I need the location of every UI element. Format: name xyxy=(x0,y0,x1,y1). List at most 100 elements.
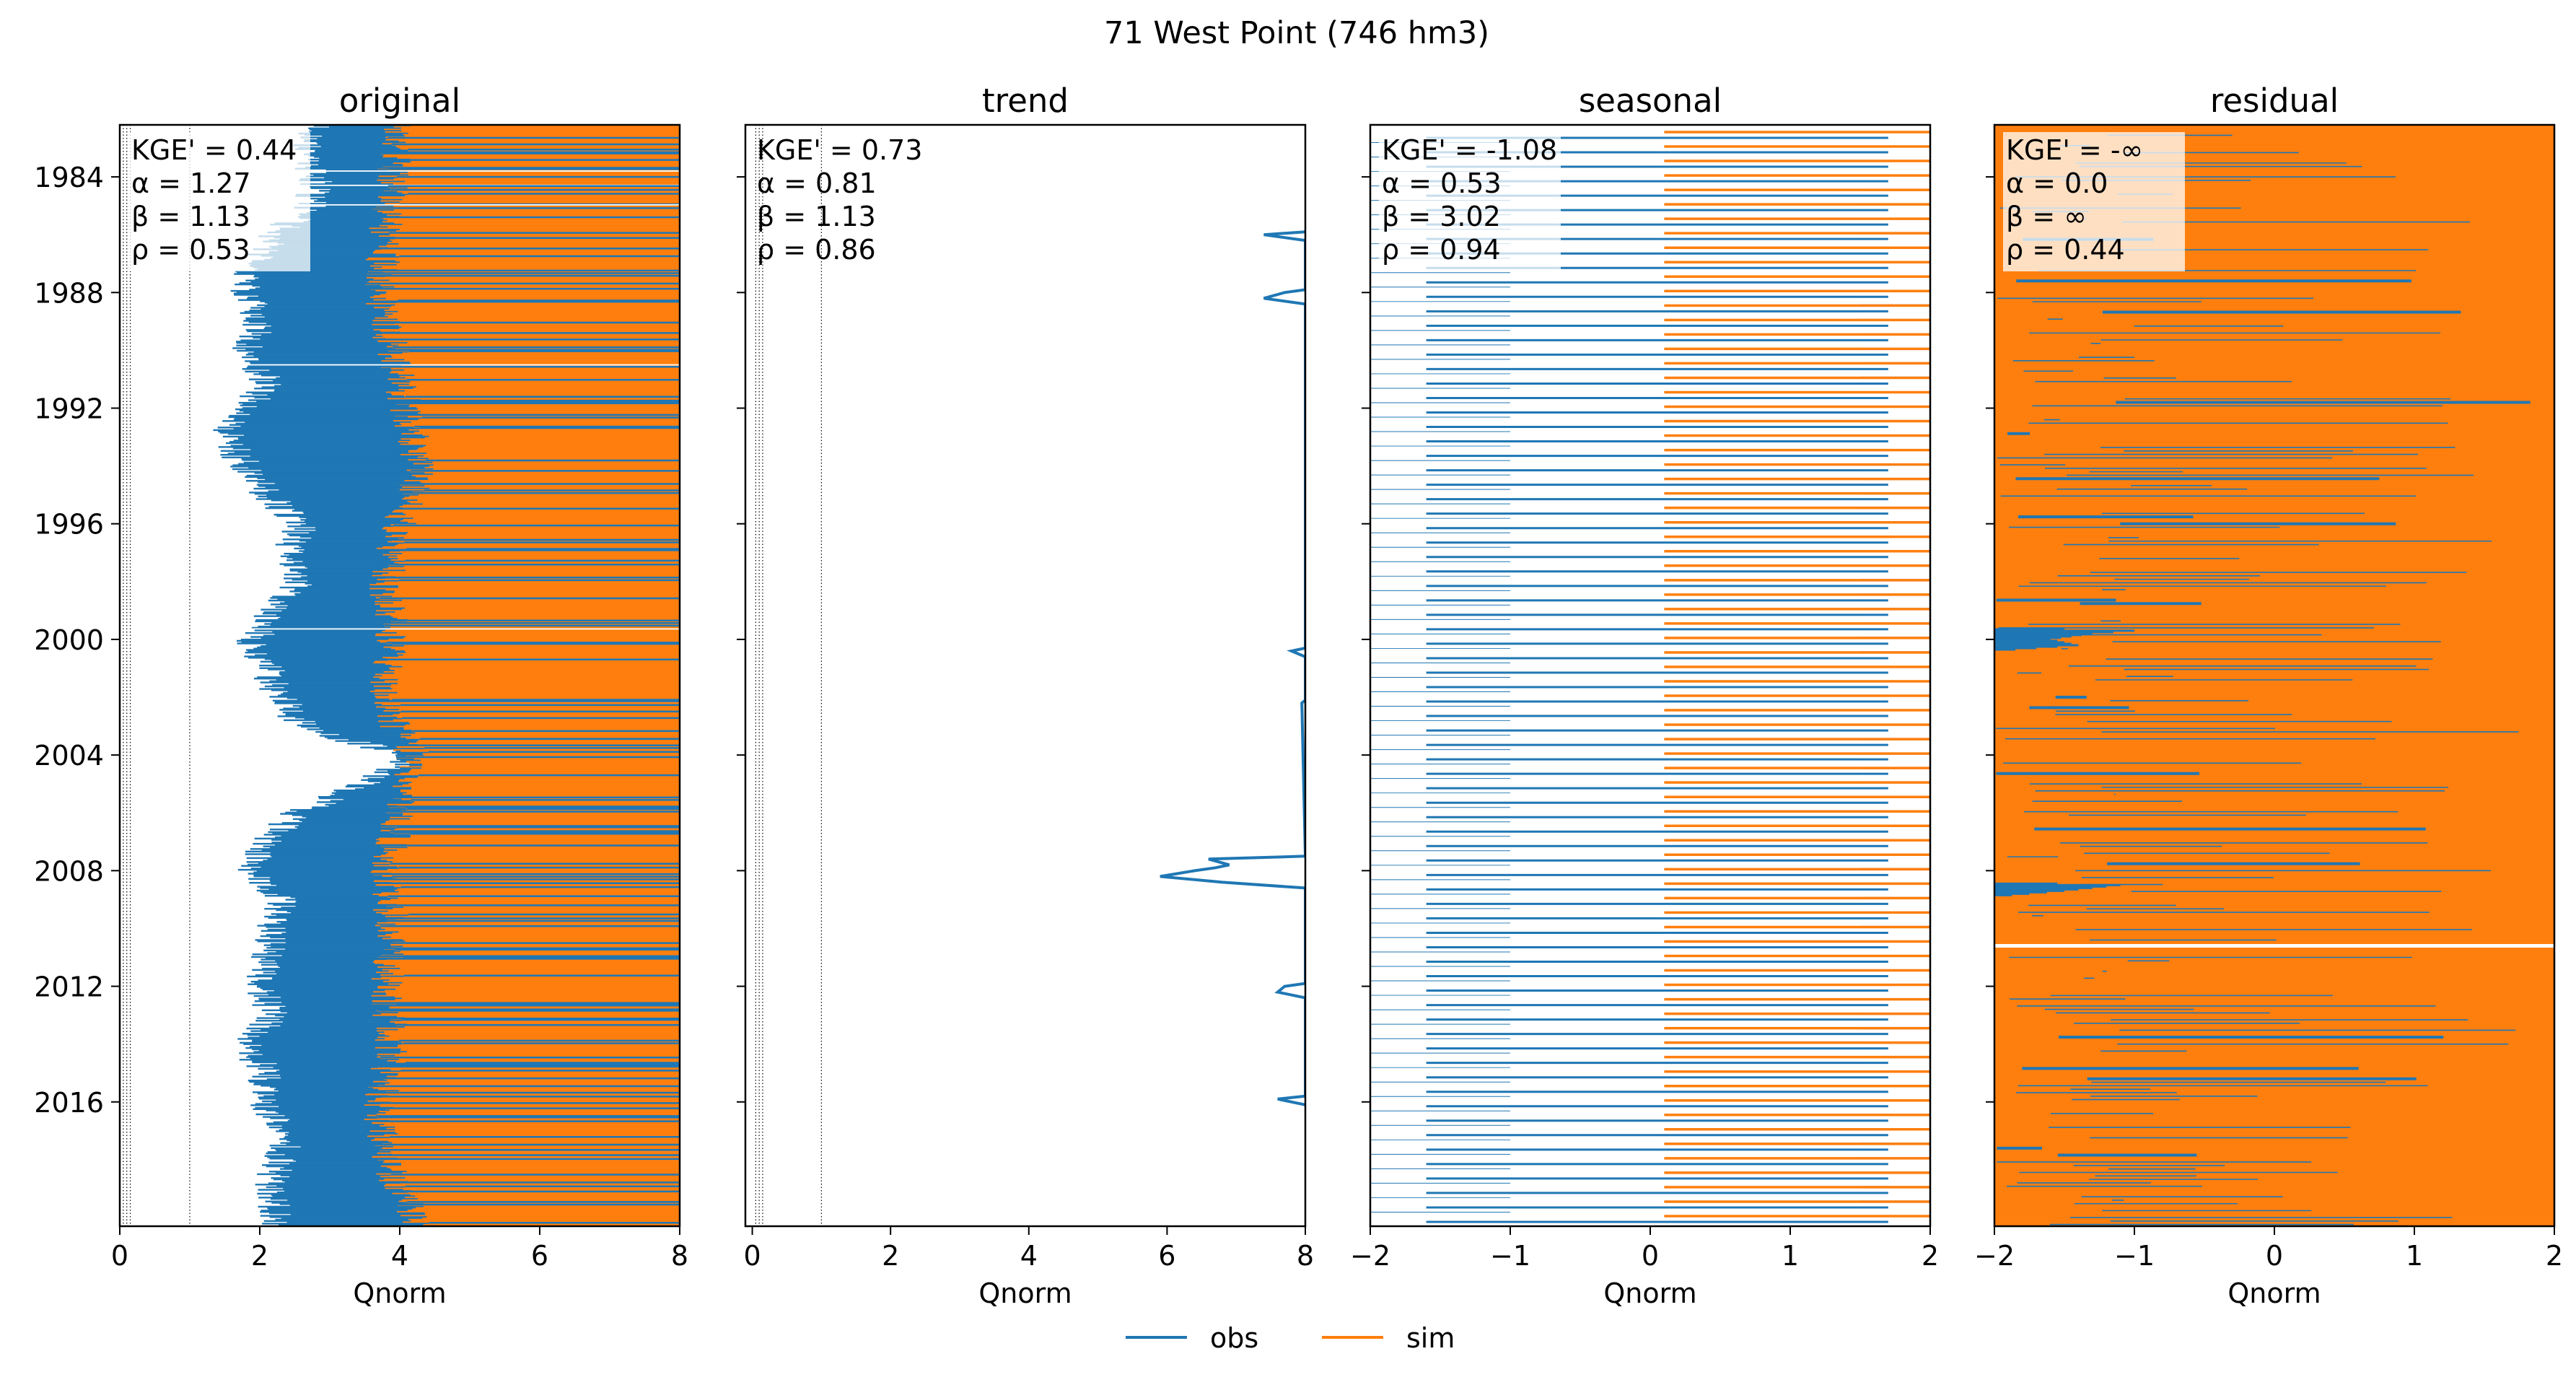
sim-trace xyxy=(385,928,680,931)
sim-trace xyxy=(389,1035,680,1038)
obs-trace xyxy=(262,1100,368,1103)
obs-trace xyxy=(325,196,379,198)
obs-trace xyxy=(267,1151,391,1153)
sim-trace xyxy=(394,562,680,564)
sim-trace xyxy=(398,140,680,143)
sim-trace xyxy=(377,922,680,925)
sim-trace xyxy=(433,464,680,466)
obs-trace xyxy=(266,494,419,497)
plot-area xyxy=(1370,126,1930,1226)
sim-trace xyxy=(405,377,680,380)
sim-trace xyxy=(381,197,680,200)
sim-trace xyxy=(398,543,680,546)
sim-trace xyxy=(375,613,680,616)
obs-trace xyxy=(280,1168,391,1170)
obs-trace xyxy=(304,139,386,141)
obs-trace xyxy=(295,594,371,597)
obs-trace xyxy=(290,809,408,811)
sim-trace xyxy=(386,993,680,996)
sim-trace xyxy=(390,668,680,670)
sim-trace xyxy=(405,1177,680,1179)
obs-trace xyxy=(248,657,383,659)
sim-trace xyxy=(390,1007,680,1009)
obs-trace xyxy=(250,1030,377,1032)
obs-trace xyxy=(334,793,403,795)
sim-trace xyxy=(418,419,680,421)
obs-trace xyxy=(376,769,412,771)
obs-trace xyxy=(257,940,406,943)
obs-trace xyxy=(285,581,385,584)
sim-trace xyxy=(390,234,680,236)
x-tick-label: −2 xyxy=(1350,1240,1390,1272)
obs-trace xyxy=(264,1072,381,1074)
obs-trace xyxy=(250,848,385,850)
stat-line: ρ = 0.44 xyxy=(2006,234,2125,266)
obs-trace xyxy=(271,945,403,948)
sim-trace xyxy=(393,749,680,751)
sim-trace xyxy=(395,1054,680,1057)
sim-trace xyxy=(432,461,680,464)
obs-trace xyxy=(279,234,390,236)
sim-trace xyxy=(378,341,680,343)
obs-trace xyxy=(282,1179,380,1182)
obs-trace xyxy=(260,1064,393,1066)
obs-trace xyxy=(250,362,411,365)
obs-trace xyxy=(262,1223,429,1225)
sim-trace xyxy=(392,861,680,863)
sim-trace xyxy=(378,901,680,904)
obs-trace xyxy=(270,597,377,599)
obs-trace xyxy=(289,1140,389,1143)
obs-trace xyxy=(276,678,398,681)
sim-trace xyxy=(407,847,680,849)
obs-trace xyxy=(293,562,395,564)
y-tick-label: 1992 xyxy=(34,393,104,425)
obs-trace xyxy=(274,844,406,847)
sim-trace xyxy=(400,229,680,231)
obs-trace xyxy=(266,1109,390,1111)
stats-background xyxy=(2003,132,2185,271)
sim-trace xyxy=(375,289,680,292)
obs-trace xyxy=(297,827,399,829)
obs-trace xyxy=(273,390,406,393)
sim-trace xyxy=(401,433,680,435)
obs-trace xyxy=(287,533,407,536)
sim-trace xyxy=(422,1217,680,1220)
sim-trace xyxy=(391,647,680,650)
sim-trace xyxy=(421,759,680,761)
sim-trace xyxy=(400,1052,680,1054)
obs-trace xyxy=(249,881,392,884)
obs-trace xyxy=(269,680,385,683)
sim-trace xyxy=(391,305,680,307)
sim-trace xyxy=(375,842,680,845)
obs-trace xyxy=(339,733,401,735)
obs-trace xyxy=(268,1031,385,1034)
sim-trace xyxy=(402,198,680,201)
x-tick-label: 0 xyxy=(2266,1240,2283,1272)
obs-trace xyxy=(278,1223,424,1226)
obs-trace xyxy=(279,670,384,673)
obs-trace xyxy=(233,440,411,442)
x-tick-label: 1 xyxy=(1782,1240,1799,1272)
sim-trace xyxy=(387,1166,680,1169)
sim-trace xyxy=(367,1100,680,1103)
sim-trace xyxy=(385,663,680,665)
obs-trace xyxy=(276,973,394,975)
obs-trace xyxy=(237,437,425,439)
obs-trace xyxy=(271,1147,383,1150)
sim-trace xyxy=(382,554,680,556)
obs-trace xyxy=(276,1070,401,1072)
obs-trace xyxy=(286,941,393,944)
sim-trace xyxy=(407,187,680,189)
sim-trace xyxy=(424,472,680,474)
obs-trace xyxy=(246,474,412,477)
panel-original: KGE' = 0.44α = 1.27β = 1.13ρ = 0.53 origi… xyxy=(34,82,688,1309)
obs-trace xyxy=(304,549,407,551)
obs-trace xyxy=(286,1221,403,1223)
obs-trace xyxy=(263,860,387,862)
obs-trace xyxy=(299,213,402,215)
sim-trace xyxy=(375,633,680,636)
sim-trace xyxy=(377,987,680,989)
obs-trace xyxy=(248,321,400,323)
sim-trace xyxy=(408,771,680,774)
obs-trace xyxy=(257,886,395,888)
